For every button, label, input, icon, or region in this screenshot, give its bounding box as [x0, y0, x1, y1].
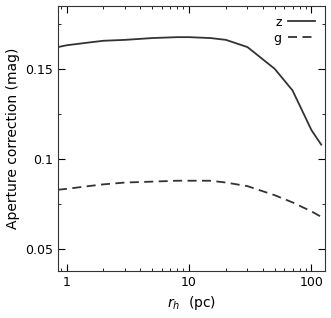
Legend: z, g: z, g — [270, 12, 319, 48]
Y-axis label: Aperture correction (mag): Aperture correction (mag) — [6, 48, 20, 229]
X-axis label: $r_h$  (pc): $r_h$ (pc) — [167, 294, 216, 313]
